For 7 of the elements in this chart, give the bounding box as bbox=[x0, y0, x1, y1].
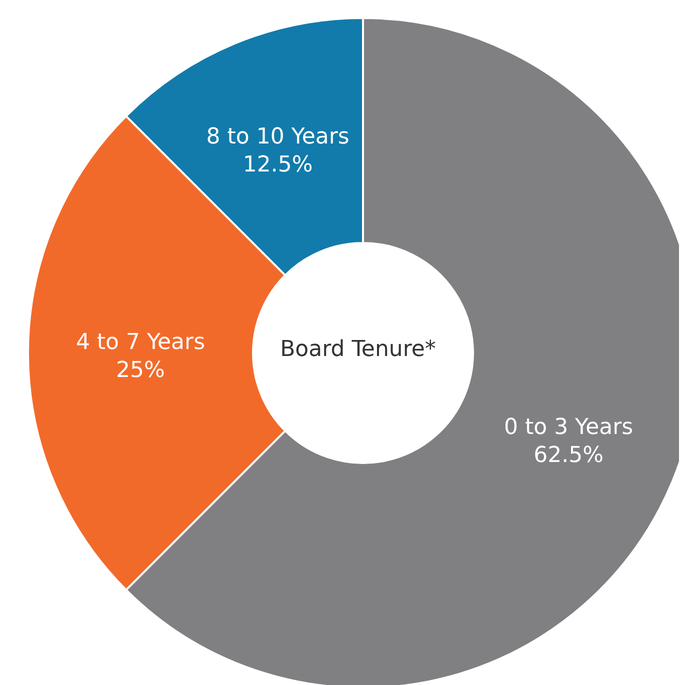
data-label: 12.5% bbox=[242, 152, 313, 178]
slice-label: 0 to 3 Years bbox=[504, 415, 634, 440]
slice-label: 8 to 10 Years bbox=[206, 124, 350, 150]
text: Board Tenure* bbox=[280, 337, 436, 362]
data-label: 62.5% bbox=[534, 443, 604, 468]
data-label: 25% bbox=[116, 358, 165, 383]
slice-label: 4 to 7 Years bbox=[76, 330, 206, 355]
